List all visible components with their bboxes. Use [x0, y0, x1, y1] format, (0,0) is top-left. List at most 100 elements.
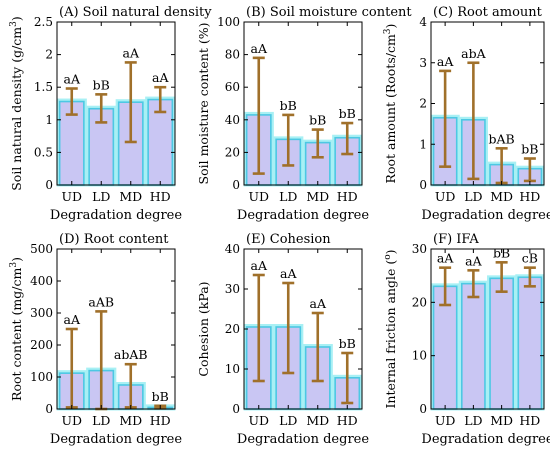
significance-label: bB: [93, 77, 110, 92]
y-tick-label: 20: [225, 322, 240, 336]
error-bar: [252, 56, 265, 175]
x-axis-label: Degradation degree: [50, 432, 182, 447]
x-tick-label: MD: [306, 189, 329, 204]
error-bar: [341, 121, 354, 156]
significance-label: bB: [339, 106, 356, 121]
significance-label: bB: [521, 142, 538, 157]
bar: [489, 277, 515, 410]
x-tick-label: UD: [435, 189, 456, 204]
y-axis-label: Root content (mg/cm3): [9, 257, 24, 401]
x-tick-label: UD: [435, 413, 456, 428]
x-tick-label: MD: [490, 413, 513, 428]
y-tick-label: 40: [225, 242, 240, 256]
significance-label: aA: [64, 72, 81, 87]
panel-title: (E) Cohesion: [246, 232, 331, 247]
x-tick-label: HD: [150, 413, 171, 428]
y-tick-label: 500: [30, 242, 53, 256]
y-tick-label: 4: [419, 15, 427, 29]
y-axis-label: Soil moisture content (%): [196, 23, 211, 185]
bar: [147, 98, 174, 186]
x-tick-label: LD: [92, 413, 110, 428]
significance-label: aA: [310, 296, 327, 311]
error-bar: [439, 266, 452, 307]
significance-label: aA: [152, 70, 169, 85]
y-tick-label: 300: [30, 306, 53, 320]
x-tick-label: LD: [279, 413, 297, 428]
y-tick-label: 1: [419, 137, 427, 151]
significance-label: aA: [251, 258, 268, 273]
y-tick-label: 3: [419, 56, 427, 70]
x-tick-label: LD: [92, 189, 110, 204]
x-tick-label: LD: [464, 189, 482, 204]
error-bar: [282, 113, 295, 167]
panel-title: (D) Root content: [59, 232, 169, 247]
y-tick-label: 80: [225, 48, 240, 62]
bar: [460, 282, 486, 410]
y-tick-label: 100: [217, 15, 240, 29]
panel-title: (C) Root amount: [433, 5, 543, 20]
y-tick-label: 400: [30, 274, 53, 288]
y-tick-label: 100: [30, 370, 53, 384]
significance-label: aA: [64, 312, 81, 327]
x-tick-label: MD: [490, 189, 513, 204]
panel-4: aA aAB abAB bB 0 100 200 300 400 500 UD LD MD HD (D) R…: [9, 232, 182, 447]
x-axis-label: Degradation degree: [237, 208, 369, 223]
x-tick-label: LD: [464, 413, 482, 428]
significance-label: aA: [251, 41, 268, 56]
y-tick-label: 200: [30, 338, 53, 352]
x-tick-label: LD: [279, 189, 297, 204]
y-tick-label: 20: [412, 295, 427, 309]
significance-label: abA: [461, 46, 486, 61]
y-tick-label: 0: [45, 178, 53, 192]
x-tick-label: MD: [306, 413, 329, 428]
x-tick-label: HD: [337, 189, 358, 204]
panel-title: (B) Soil moisture content: [246, 5, 412, 20]
significance-label: aA: [437, 54, 454, 69]
error-bar: [311, 128, 324, 159]
y-tick-label: 0: [45, 402, 53, 416]
y-tick-label: 0.5: [34, 145, 53, 159]
y-axis-label: Cohesion (kPa): [196, 281, 211, 376]
error-bar: [341, 351, 354, 405]
y-tick-label: 2: [419, 97, 427, 111]
x-tick-label: HD: [337, 413, 358, 428]
error-bar: [154, 85, 167, 114]
significance-label: bB: [309, 113, 326, 128]
error-bar: [439, 69, 452, 168]
panel-2: aA bB bB bB 0 20 40 60 80 100 UD LD MD HD (B) Soil moi…: [196, 5, 412, 223]
panel-1: aA bB aA aA 0 0.5 1 1.5 2 2.5 UD LD MD HD (A) Soil nat…: [9, 5, 212, 223]
panel-5: aA aA aA bB 0 10 20 30 40 UD LD MD HD (E) Cohesion Deg…: [196, 232, 369, 447]
y-tick-label: 2.5: [34, 15, 53, 29]
significance-label: aA: [280, 266, 297, 281]
x-tick-label: UD: [61, 189, 82, 204]
y-tick-label: 0: [419, 178, 427, 192]
error-bar: [311, 311, 324, 383]
significance-label: bB: [339, 336, 356, 351]
error-bar: [495, 261, 508, 293]
x-axis-label: Degradation degree: [421, 432, 550, 447]
significance-label: bAB: [489, 131, 515, 146]
bar: [334, 136, 361, 186]
x-tick-label: UD: [61, 413, 82, 428]
y-tick-label: 40: [225, 113, 240, 127]
y-axis-label: Soil natural density (g/cm3): [9, 16, 24, 191]
y-tick-label: 30: [225, 282, 240, 296]
y-tick-label: 1: [45, 113, 53, 127]
y-tick-label: 30: [412, 242, 427, 256]
y-axis-label-superscript: 3: [383, 28, 393, 34]
error-bar: [282, 281, 295, 375]
x-axis-label: Degradation degree: [421, 208, 550, 223]
y-axis-label-superscript: 3: [9, 21, 19, 27]
y-tick-label: 10: [412, 349, 427, 363]
significance-label: cB: [522, 251, 538, 266]
x-tick-label: HD: [519, 413, 540, 428]
error-bar: [467, 269, 480, 299]
panel-3: aA abA bAB bB 0 1 2 3 4 UD LD MD HD (C) Root amount De…: [383, 5, 550, 223]
bar: [517, 276, 543, 410]
error-bar: [523, 266, 536, 288]
y-axis-label: Root amount (Roots/cm3): [383, 24, 398, 184]
y-tick-label: 1.5: [34, 80, 53, 94]
y-tick-label: 0: [232, 178, 240, 192]
significance-label: aA: [465, 253, 482, 268]
